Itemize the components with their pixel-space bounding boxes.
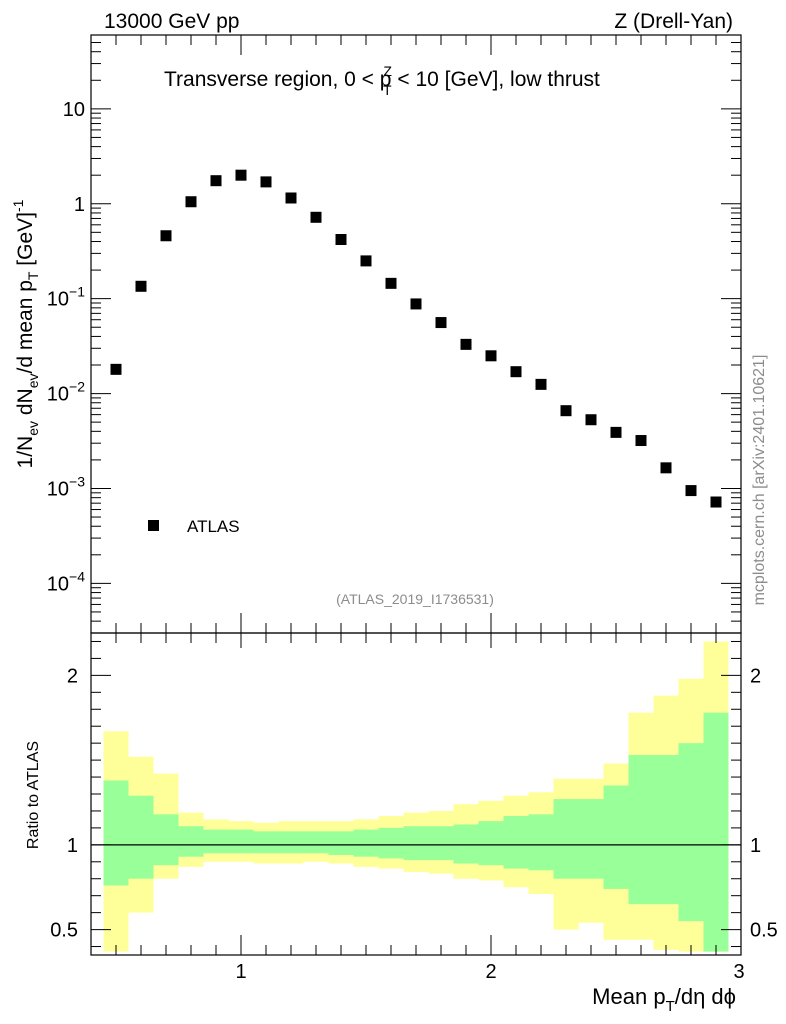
inner-band-bin <box>178 826 204 857</box>
y-tick-label: 10−4 <box>47 568 85 595</box>
inner-band-bin <box>578 799 604 879</box>
data-point <box>260 176 272 188</box>
inner-band-bin <box>528 814 554 871</box>
inner-band-bin <box>703 712 729 952</box>
inner-band-bin <box>378 827 404 859</box>
inner-band-bin <box>278 831 304 854</box>
inner-band-bin <box>128 795 154 879</box>
inner-band-bin <box>353 829 379 857</box>
data-point <box>585 414 597 426</box>
analysis-watermark: (ATLAS_2019_I1736531) <box>336 591 494 607</box>
y-tick-label: 10 <box>63 99 85 121</box>
data-point <box>210 175 222 187</box>
inner-band-bin <box>453 824 479 864</box>
data-point <box>610 426 622 438</box>
data-point <box>385 277 397 289</box>
inner-band-bin <box>153 814 179 866</box>
process-label: Z (Drell-Yan) <box>614 10 733 33</box>
ratio-y-axis-label: Ratio to ATLAS <box>25 741 42 849</box>
y-tick-label: 10−2 <box>47 379 85 406</box>
data-point <box>685 485 697 497</box>
data-point <box>135 280 147 292</box>
inner-band-bin <box>303 831 329 854</box>
uncertainty-bands <box>103 641 729 952</box>
ratio-x-axis: 1 2 3 <box>90 633 745 983</box>
ratio-y-axis: 0.5 0.5 1 1 2 2 <box>50 640 778 948</box>
main-y-axis-label: 1/Nev dNev/d mean pT [GeV]-1 <box>10 199 41 468</box>
legend-label: ATLAS <box>187 517 240 536</box>
ratio-y-tick-label-right: 0.5 <box>750 920 778 942</box>
y-tick-label: 1 <box>74 194 85 216</box>
data-point <box>110 363 122 375</box>
inner-band-bin <box>678 743 704 922</box>
data-point <box>285 192 297 204</box>
data-point <box>710 496 722 508</box>
data-point <box>435 317 447 329</box>
x-tick-label: 3 <box>733 961 744 983</box>
data-point <box>460 338 472 350</box>
data-point <box>235 169 247 181</box>
plot-title: Transverse region, 0 < pZ T < 10 [GeV], l… <box>164 63 600 98</box>
ratio-y-tick-label: 2 <box>67 665 78 687</box>
legend-marker <box>148 520 159 531</box>
inner-band-bin <box>203 829 229 854</box>
y-tick-label: 10−3 <box>47 473 85 500</box>
main-panel: Transverse region, 0 < pZ T < 10 [GeV], l… <box>47 34 742 634</box>
data-point <box>560 405 572 417</box>
main-y-axis: 10 1 10−1 10−2 10−3 10−4 <box>47 34 741 634</box>
ratio-y-tick-label-right: 1 <box>750 835 761 857</box>
x-tick-label: 1 <box>235 961 246 983</box>
mcplots-source-label: mcplots.cern.ch [arXiv:2401.10621] <box>751 355 768 606</box>
inner-band-bin <box>428 826 454 861</box>
data-point <box>510 366 522 378</box>
inner-band-bin <box>403 826 429 861</box>
ratio-y-tick-label-right: 2 <box>750 665 761 687</box>
inner-band-bin <box>653 755 679 905</box>
inner-band-bin <box>328 831 354 856</box>
data-point <box>160 230 172 242</box>
data-points <box>110 169 722 508</box>
x-axis-label: Mean pT/dη dϕ <box>592 984 736 1015</box>
main-frame <box>90 34 742 634</box>
data-point <box>360 255 372 267</box>
inner-band-bin <box>253 831 279 854</box>
data-point <box>535 378 547 390</box>
inner-band-bin <box>553 799 579 879</box>
ratio-y-tick-label: 1 <box>67 835 78 857</box>
ratio-y-tick-label: 0.5 <box>50 920 78 942</box>
data-point <box>485 350 497 362</box>
inner-band-bin <box>478 821 504 866</box>
data-point <box>410 298 422 310</box>
data-point <box>335 234 347 246</box>
x-tick-label: 2 <box>485 961 496 983</box>
data-point <box>310 211 322 223</box>
data-point <box>185 196 197 208</box>
energy-label: 13000 GeV pp <box>104 10 239 33</box>
inner-band-bin <box>103 780 129 886</box>
data-point <box>660 462 672 474</box>
main-x-axis-ticks <box>90 35 742 633</box>
inner-band-bin <box>603 785 629 889</box>
ratio-panel: 0.5 0.5 1 1 2 2 1 2 3 <box>50 632 778 983</box>
inner-band-bin <box>503 816 529 869</box>
data-point <box>635 435 647 447</box>
inner-band-bin <box>628 755 654 905</box>
y-tick-label: 10−1 <box>47 284 85 311</box>
inner-band-bin <box>228 829 254 854</box>
